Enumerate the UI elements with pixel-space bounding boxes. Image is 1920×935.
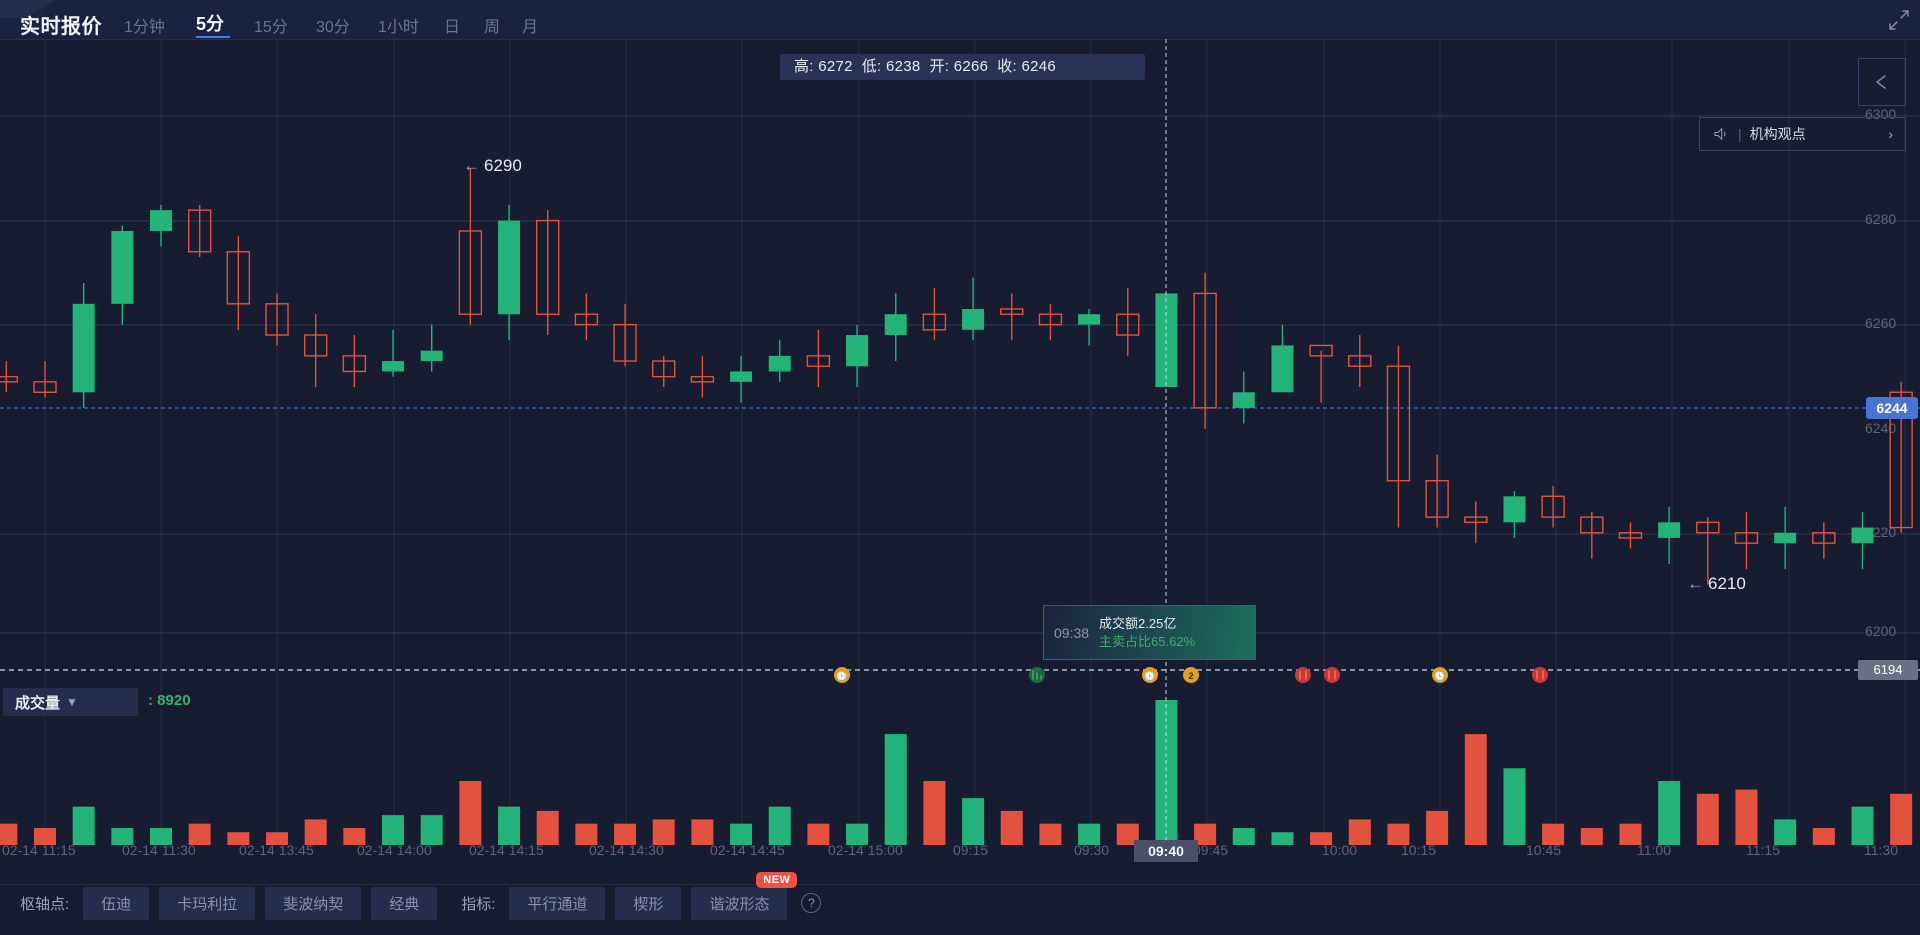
svg-text:2: 2 xyxy=(1188,671,1193,681)
svg-text:🕓: 🕓 xyxy=(1144,670,1155,681)
svg-text:🕓: 🕓 xyxy=(836,670,847,681)
svg-text:🕓: 🕓 xyxy=(1434,670,1445,681)
